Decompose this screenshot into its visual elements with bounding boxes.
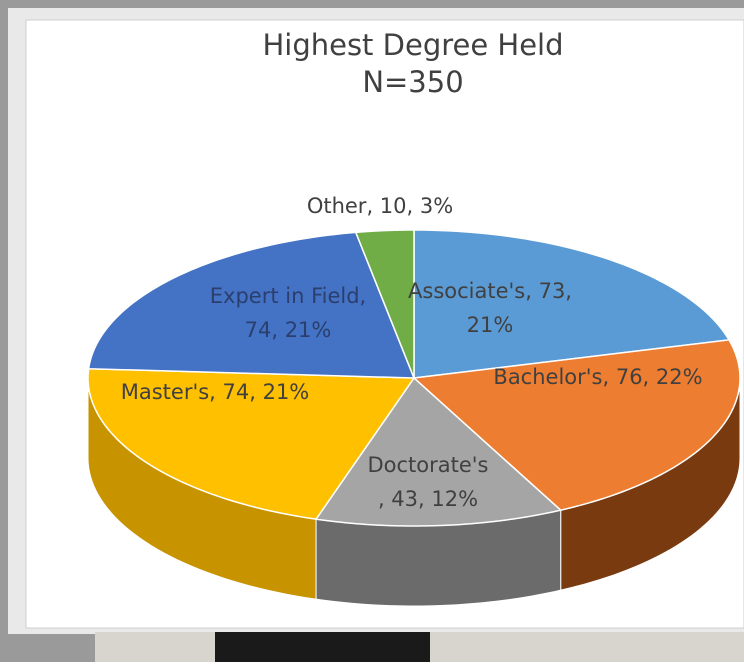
data-label: Other, 10, 3%: [307, 194, 453, 218]
chart-title: Highest Degree Held: [262, 28, 563, 62]
chart-subtitle: N=350: [362, 65, 463, 99]
data-label-line: , 43, 12%: [378, 487, 478, 511]
pie-tops: [87, 229, 741, 527]
slice: [413, 229, 731, 379]
data-label: Doctorate's , 43, 12%: [367, 453, 488, 511]
data-label-line: Associate's, 73,: [408, 279, 572, 303]
data-label-line: 74, 21%: [245, 318, 332, 342]
slice: [354, 229, 415, 379]
data-label-line: Bachelor's, 76, 22%: [493, 365, 702, 389]
data-label: Master's, 74, 21%: [121, 380, 310, 404]
data-label-line: Other, 10, 3%: [307, 194, 453, 218]
data-label-line: Doctorate's: [367, 453, 488, 477]
slice: [314, 376, 563, 527]
slice: [87, 367, 416, 520]
data-label: Associate's, 73, 21%: [408, 279, 572, 337]
slice: [412, 339, 741, 511]
data-labels: Associate's, 73, 21% Bachelor's, 76, 22% Do…: [121, 194, 703, 511]
data-label: Expert in Field, 74, 21%: [210, 284, 366, 342]
photo-dark: [215, 632, 430, 662]
data-label-line: 21%: [467, 313, 514, 337]
data-label-line: Expert in Field,: [210, 284, 366, 308]
slice: [87, 231, 416, 379]
data-label: Bachelor's, 76, 22%: [493, 365, 702, 389]
data-label-line: Master's, 74, 21%: [121, 380, 310, 404]
